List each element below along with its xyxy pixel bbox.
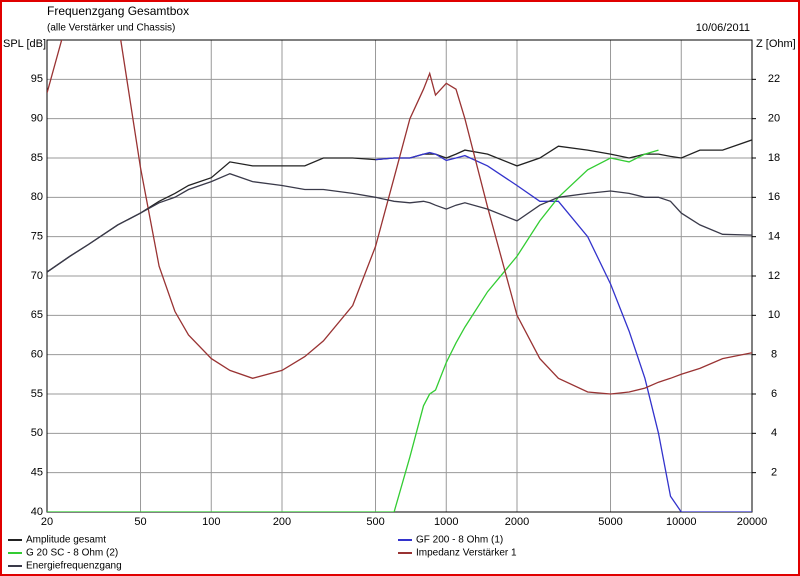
y-tick-label: 75 xyxy=(31,231,43,243)
y2-tick-label: 4 xyxy=(771,427,777,439)
y2-tick-label: 10 xyxy=(768,309,780,321)
x-tick-label: 2000 xyxy=(505,516,529,528)
y-tick-label: 65 xyxy=(31,309,43,321)
y-tick-label: 80 xyxy=(31,191,43,203)
x-tick-label: 20000 xyxy=(737,516,768,528)
chart-title: Frequenzgang Gesamtbox xyxy=(47,4,189,18)
x-tick-label: 100 xyxy=(202,516,220,528)
y-tick-label: 90 xyxy=(31,113,43,125)
x-tick-label: 5000 xyxy=(598,516,622,528)
y2-tick-label: 18 xyxy=(768,152,780,164)
chart-subtitle: (alle Verstärker und Chassis) xyxy=(47,23,175,34)
y2-tick-label: 20 xyxy=(768,113,780,125)
y-tick-label: 85 xyxy=(31,152,43,164)
x-tick-label: 10000 xyxy=(666,516,697,528)
y2-tick-label: 12 xyxy=(768,270,780,282)
legend-label: Energiefrequenzgang xyxy=(26,561,122,572)
y-tick-label: 55 xyxy=(31,388,43,400)
series-line xyxy=(47,149,659,512)
y2-axis-label: Z [Ohm] xyxy=(756,38,796,50)
series-line xyxy=(47,173,752,273)
y-tick-label: 95 xyxy=(31,73,43,85)
x-tick-label: 20 xyxy=(41,516,53,528)
legend-label: GF 200 - 8 Ohm (1) xyxy=(416,535,503,546)
y2-tick-label: 22 xyxy=(768,73,780,85)
legend-label: G 20 SC - 8 Ohm (2) xyxy=(26,548,118,559)
series-group xyxy=(47,40,752,512)
x-tick-label: 1000 xyxy=(434,516,458,528)
chart-date: 10/06/2011 xyxy=(696,22,750,34)
y-tick-label: 40 xyxy=(31,506,43,518)
y-axis-label: SPL [dB] xyxy=(3,38,46,50)
y2-tick-label: 14 xyxy=(768,231,780,243)
y-tick-label: 45 xyxy=(31,467,43,479)
x-tick-label: 50 xyxy=(134,516,146,528)
y-tick-label: 60 xyxy=(31,349,43,361)
series-line xyxy=(47,40,752,395)
y2-tick-label: 8 xyxy=(771,349,777,361)
series-line xyxy=(375,151,752,512)
plot-border xyxy=(46,39,753,513)
legend-label: Impedanz Verstärker 1 xyxy=(416,548,517,559)
y2-tick-label: 16 xyxy=(768,191,780,203)
y2-tick-label: 6 xyxy=(771,388,777,400)
x-tick-label: 200 xyxy=(273,516,291,528)
y-tick-label: 50 xyxy=(31,427,43,439)
legend-label: Amplitude gesamt xyxy=(26,535,106,546)
y-tick-label: 70 xyxy=(31,270,43,282)
x-tick-label: 500 xyxy=(366,516,384,528)
y2-tick-label: 2 xyxy=(771,467,777,479)
